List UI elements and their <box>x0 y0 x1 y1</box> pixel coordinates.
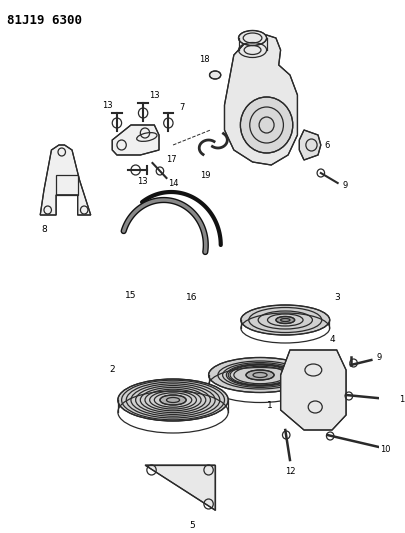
Polygon shape <box>112 125 159 155</box>
Text: 8: 8 <box>41 225 47 235</box>
Ellipse shape <box>118 379 228 421</box>
Polygon shape <box>40 145 91 215</box>
Polygon shape <box>281 350 346 430</box>
Text: 5: 5 <box>189 521 195 529</box>
Text: 7: 7 <box>180 103 185 112</box>
Polygon shape <box>145 465 215 510</box>
Polygon shape <box>224 35 297 165</box>
Text: 16: 16 <box>186 293 198 302</box>
Ellipse shape <box>246 370 274 380</box>
Circle shape <box>241 97 293 153</box>
Polygon shape <box>299 130 321 160</box>
Ellipse shape <box>276 317 295 324</box>
Ellipse shape <box>160 395 186 405</box>
Text: 3: 3 <box>334 294 340 303</box>
Text: 10: 10 <box>380 445 391 454</box>
Text: 9: 9 <box>343 181 348 190</box>
Ellipse shape <box>209 71 221 79</box>
Text: 11: 11 <box>399 395 405 405</box>
Text: 81J19 6300: 81J19 6300 <box>7 14 83 27</box>
Text: 2: 2 <box>109 366 115 375</box>
Text: 17: 17 <box>166 156 177 165</box>
Text: 13: 13 <box>137 177 147 187</box>
Text: 15: 15 <box>125 290 137 300</box>
Ellipse shape <box>209 358 311 392</box>
Text: 6: 6 <box>325 141 330 149</box>
Ellipse shape <box>239 30 266 45</box>
Text: 9: 9 <box>376 352 382 361</box>
Text: 18: 18 <box>198 55 209 64</box>
Text: 13: 13 <box>149 91 160 100</box>
Text: 13: 13 <box>102 101 113 109</box>
Text: 4: 4 <box>329 335 335 344</box>
Text: 12: 12 <box>285 467 295 477</box>
Ellipse shape <box>241 305 330 335</box>
Text: 14: 14 <box>168 179 178 188</box>
Text: 19: 19 <box>200 171 211 180</box>
Text: 1: 1 <box>266 400 272 409</box>
